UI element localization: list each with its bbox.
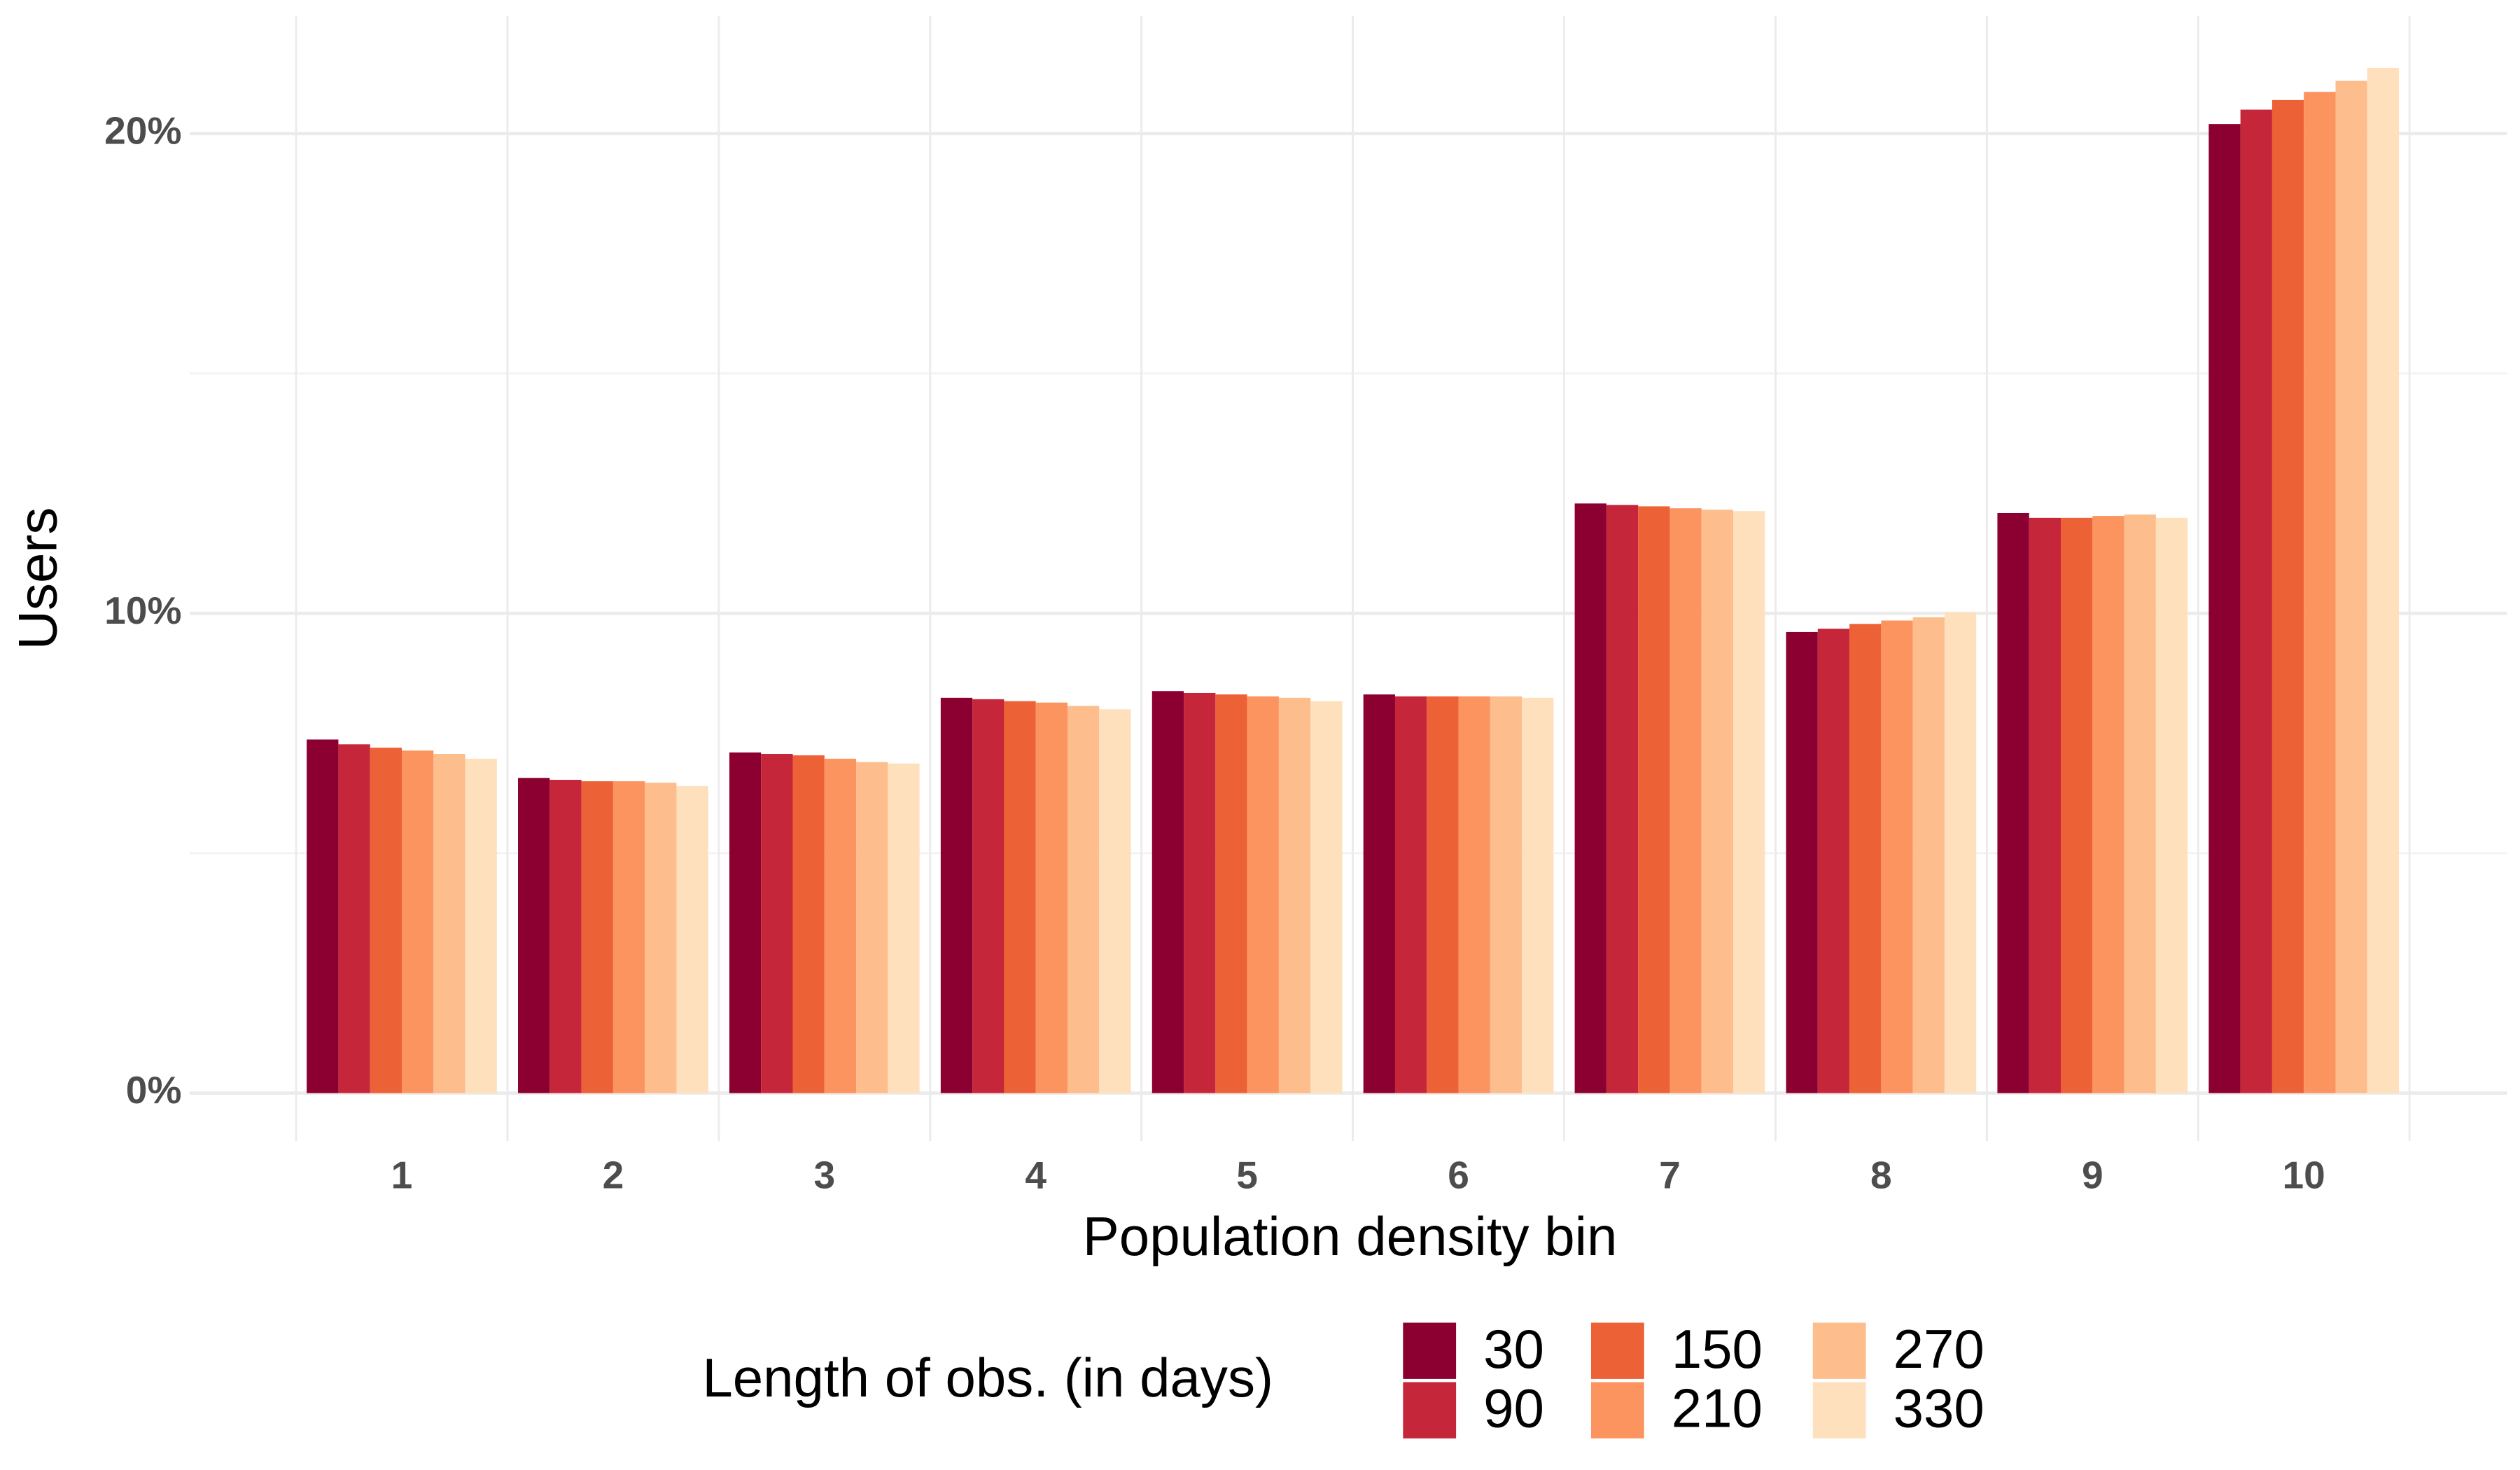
bar	[2240, 109, 2272, 1093]
bar	[792, 755, 825, 1093]
bar	[856, 762, 888, 1093]
bar	[1817, 629, 1850, 1093]
bar	[1004, 701, 1036, 1093]
bar	[1247, 696, 1279, 1093]
bar	[2335, 80, 2367, 1093]
bar	[1733, 511, 1765, 1093]
x-tick-label: 8	[1870, 1153, 1892, 1196]
bar	[581, 781, 613, 1093]
legend-key	[1590, 1382, 1644, 1438]
bar	[1881, 620, 1913, 1093]
bar	[1638, 506, 1670, 1093]
bar	[2367, 67, 2400, 1093]
x-tick-label: 2	[603, 1153, 624, 1196]
x-tick-label: 3	[813, 1153, 835, 1196]
bar	[1068, 706, 1100, 1093]
bar	[1215, 694, 1247, 1093]
bar	[1363, 694, 1395, 1093]
legend-key	[1403, 1322, 1457, 1379]
bar	[1701, 510, 1734, 1093]
x-tick-label: 6	[1448, 1153, 1469, 1196]
legend-label: 270	[1893, 1318, 1984, 1380]
bar	[518, 778, 550, 1093]
y-axis-title: Users	[6, 507, 68, 650]
bar	[370, 748, 402, 1093]
bar	[2092, 516, 2124, 1093]
bar	[1670, 508, 1702, 1093]
bar	[2060, 517, 2093, 1093]
bar	[645, 783, 677, 1093]
bar	[433, 754, 465, 1093]
bar	[612, 781, 645, 1093]
bar	[1310, 701, 1343, 1093]
bar	[1574, 503, 1606, 1093]
bar	[2155, 517, 2188, 1093]
bar	[676, 785, 708, 1093]
bar	[401, 750, 434, 1093]
bar	[2029, 517, 2061, 1093]
bar	[338, 744, 370, 1093]
bar	[1912, 617, 1945, 1093]
x-tick-label: 10	[2283, 1153, 2325, 1196]
bar	[2304, 92, 2336, 1093]
legend-label: 90	[1483, 1378, 1544, 1439]
legend-label: 150	[1672, 1318, 1763, 1380]
x-axis-title: Population density bin	[1083, 1205, 1618, 1267]
legend-title: Length of obs. (in days)	[702, 1347, 1273, 1408]
legend-label: 210	[1672, 1378, 1763, 1439]
legend-label: 330	[1893, 1378, 1984, 1439]
y-tick-label: 10%	[104, 589, 181, 632]
bar	[2208, 124, 2241, 1093]
x-tick-label: 1	[391, 1153, 413, 1196]
bar	[307, 739, 339, 1093]
legend-key	[1812, 1382, 1866, 1438]
y-tick-label: 20%	[104, 108, 181, 152]
bar	[1997, 512, 2029, 1093]
bar	[1035, 702, 1068, 1093]
y-tick-label: 0%	[126, 1068, 182, 1112]
bar	[1522, 697, 1554, 1093]
bar	[940, 697, 973, 1093]
legend-label: 30	[1483, 1318, 1544, 1380]
x-tick-label: 7	[1659, 1153, 1681, 1196]
bar	[1152, 691, 1184, 1093]
bar	[2272, 99, 2304, 1093]
bar	[1278, 697, 1311, 1093]
x-tick-label: 9	[2082, 1153, 2104, 1196]
bar	[465, 758, 497, 1093]
bar	[2124, 514, 2156, 1093]
bar	[1606, 505, 1639, 1093]
legend-key	[1590, 1322, 1644, 1379]
bar	[550, 780, 582, 1093]
legend-key	[1403, 1382, 1457, 1438]
bar	[1849, 624, 1882, 1093]
bar	[888, 763, 920, 1093]
bar	[1394, 696, 1427, 1093]
bar	[1490, 696, 1522, 1093]
bar	[1184, 692, 1216, 1093]
bar	[1786, 631, 1818, 1093]
x-tick-label: 5	[1236, 1153, 1258, 1196]
bar	[1944, 612, 1977, 1093]
legend-key	[1812, 1322, 1866, 1379]
bar	[729, 752, 762, 1093]
bar	[824, 758, 857, 1093]
bar	[972, 699, 1004, 1093]
bar	[1099, 709, 1131, 1093]
x-tick-label: 4	[1025, 1153, 1046, 1196]
bar	[1427, 696, 1459, 1093]
bar	[761, 754, 793, 1093]
bar	[1458, 696, 1490, 1093]
